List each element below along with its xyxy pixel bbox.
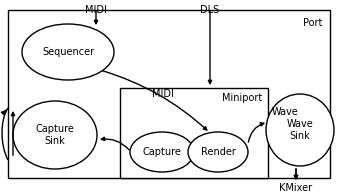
Ellipse shape [130, 132, 194, 172]
Text: Miniport: Miniport [222, 93, 262, 103]
Text: Capture: Capture [143, 147, 181, 157]
Text: KMixer: KMixer [279, 183, 313, 193]
Ellipse shape [188, 132, 248, 172]
Text: Render: Render [201, 147, 235, 157]
Text: Wave: Wave [272, 107, 299, 117]
Text: MIDI: MIDI [152, 89, 174, 99]
Text: MIDI: MIDI [85, 5, 107, 15]
Text: Port: Port [303, 18, 322, 28]
Ellipse shape [22, 24, 114, 80]
Text: Sequencer: Sequencer [42, 47, 94, 57]
Text: Capture
Sink: Capture Sink [36, 124, 74, 146]
Ellipse shape [266, 94, 334, 166]
Text: DLS: DLS [200, 5, 220, 15]
Text: Wave
Sink: Wave Sink [287, 119, 313, 141]
Bar [120, 88, 268, 178]
Bar [8, 10, 330, 178]
Ellipse shape [13, 101, 97, 169]
